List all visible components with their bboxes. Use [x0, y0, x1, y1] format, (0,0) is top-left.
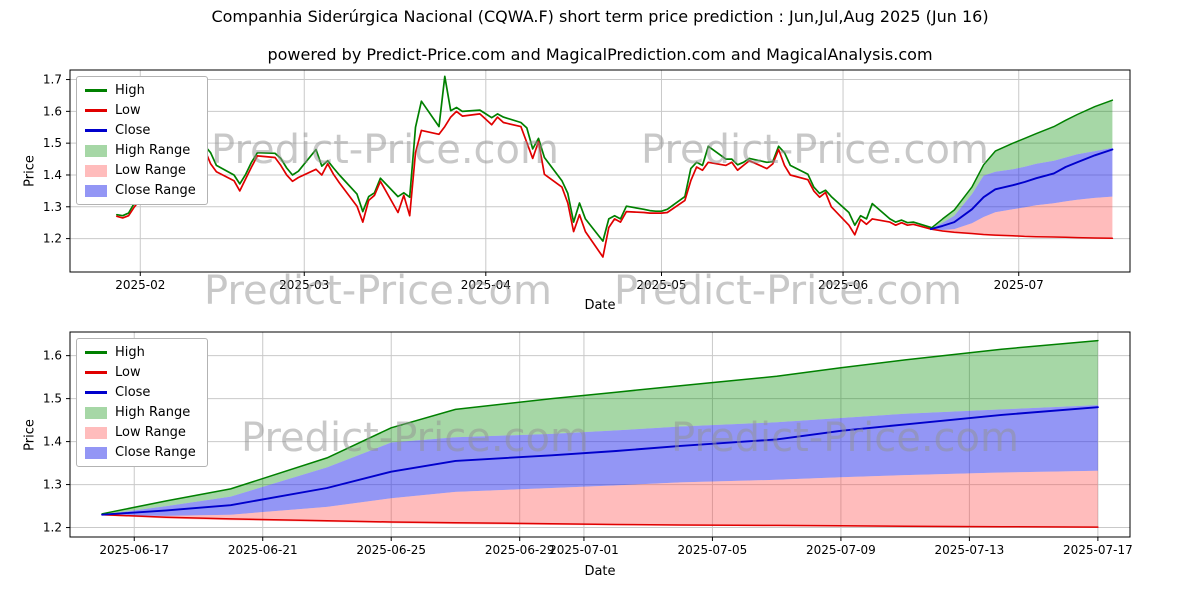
- history-legend: High Low Close High Range Low Range Close Ran…: [76, 76, 208, 205]
- legend-label: Low: [115, 103, 141, 118]
- legend-item-high: High: [85, 82, 196, 99]
- y-tick-label: 1.4: [43, 168, 62, 182]
- prediction-y-axis-label: Price: [22, 419, 38, 451]
- legend-swatch-patch: [85, 164, 107, 177]
- y-tick-label: 1.2: [43, 521, 62, 535]
- legend-swatch-line: [85, 351, 107, 354]
- x-tick-label: 2025-06: [818, 278, 868, 292]
- legend-label: Close Range: [115, 183, 196, 198]
- y-tick-label: 1.4: [43, 435, 62, 449]
- x-tick-label: 2025-07-13: [935, 543, 1005, 557]
- prediction-x-axis-label: Date: [584, 564, 616, 579]
- legend-item-close: Close: [85, 384, 196, 401]
- y-tick-label: 1.5: [43, 392, 62, 406]
- x-tick-label: 2025-06-21: [228, 543, 298, 557]
- legend-label: Low Range: [115, 163, 186, 178]
- x-tick-label: 2025-06-29: [485, 543, 555, 557]
- history-y-axis-label: Price: [22, 155, 38, 187]
- legend-label: High Range: [115, 143, 191, 158]
- y-tick-label: 1.5: [43, 136, 62, 150]
- legend-swatch-line: [85, 129, 107, 132]
- legend-item-low: Low: [85, 102, 196, 119]
- legend-label: High: [115, 83, 145, 98]
- legend-swatch-patch: [85, 446, 107, 459]
- figure-subtitle: powered by Predict-Price.com and Magical…: [267, 45, 933, 64]
- prediction-plot: 2025-06-17 2025-06-21 2025-06-25 2025-06-29…: [43, 331, 1133, 557]
- legend-item-high-range: High Range: [85, 404, 196, 421]
- legend-item-close-range: Close Range: [85, 444, 196, 461]
- y-tick-label: 1.3: [43, 478, 62, 492]
- x-tick-label: 2025-07-01: [549, 543, 619, 557]
- legend-swatch-line: [85, 89, 107, 92]
- x-tick-label: 2025-06-17: [99, 543, 169, 557]
- legend-item-low-range: Low Range: [85, 162, 196, 179]
- history-x-axis-label: Date: [584, 298, 616, 313]
- legend-swatch-patch: [85, 426, 107, 439]
- x-tick-label: 2025-04: [461, 278, 511, 292]
- y-tick-label: 1.7: [43, 73, 62, 87]
- legend-item-low-range: Low Range: [85, 424, 196, 441]
- figure-title: Companhia Siderúrgica Nacional (CQWA.F) …: [211, 7, 989, 26]
- x-tick-label: 2025-05: [636, 278, 686, 292]
- x-tick-label: 2025-07-05: [678, 543, 748, 557]
- legend-swatch-patch: [85, 184, 107, 197]
- legend-swatch-line: [85, 109, 107, 112]
- legend-item-low: Low: [85, 364, 196, 381]
- legend-item-high-range: High Range: [85, 142, 196, 159]
- legend-item-close-range: Close Range: [85, 182, 196, 199]
- y-tick-label: 1.2: [43, 232, 62, 246]
- y-tick-label: 1.6: [43, 104, 62, 118]
- x-tick-label: 2025-07-17: [1063, 543, 1133, 557]
- legend-label: High Range: [115, 405, 191, 420]
- legend-swatch-line: [85, 391, 107, 394]
- legend-item-close: Close: [85, 122, 196, 139]
- legend-label: Close: [115, 385, 151, 400]
- prediction-legend: High Low Close High Range Low Range Close Ran…: [76, 338, 208, 467]
- x-tick-label: 2025-07: [994, 278, 1044, 292]
- legend-label: Low: [115, 365, 141, 380]
- x-tick-label: 2025-02: [115, 278, 165, 292]
- legend-swatch-patch: [85, 144, 107, 157]
- y-tick-label: 1.6: [43, 349, 62, 363]
- legend-swatch-patch: [85, 406, 107, 419]
- legend-label: Close: [115, 123, 151, 138]
- legend-item-high: High: [85, 344, 196, 361]
- history-plot: 2025-02 2025-03 2025-04 2025-05 2025-06 2025-…: [43, 69, 1131, 292]
- x-tick-label: 2025-07-09: [806, 543, 876, 557]
- legend-label: High: [115, 345, 145, 360]
- legend-label: Close Range: [115, 445, 196, 460]
- legend-label: Low Range: [115, 425, 186, 440]
- x-tick-label: 2025-03: [279, 278, 329, 292]
- y-tick-label: 1.3: [43, 200, 62, 214]
- legend-swatch-line: [85, 371, 107, 374]
- x-tick-label: 2025-06-25: [356, 543, 426, 557]
